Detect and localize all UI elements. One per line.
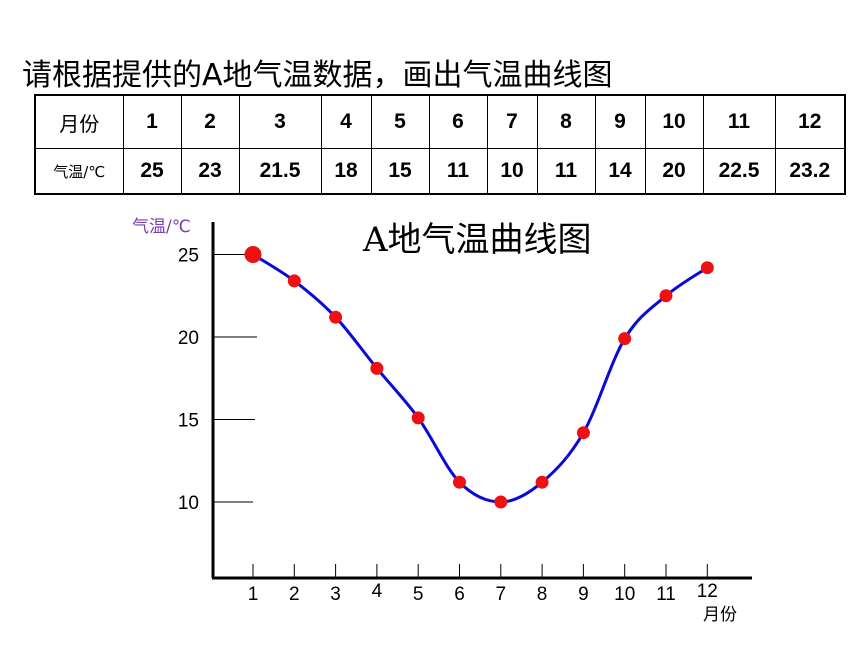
temperature-cell: 21.5 bbox=[238, 148, 322, 195]
temperature-cell: 15 bbox=[370, 148, 430, 195]
data-point bbox=[329, 310, 343, 324]
x-tick-label: 12 bbox=[697, 581, 718, 602]
temperature-cell: 20 bbox=[644, 148, 704, 195]
x-tick-label: 7 bbox=[496, 584, 507, 605]
data-point bbox=[370, 361, 384, 375]
x-axis-label: 月份 bbox=[703, 605, 737, 625]
temperature-curve bbox=[252, 253, 709, 504]
y-tick-label: 15 bbox=[178, 411, 199, 432]
month-cell: 10 bbox=[644, 94, 704, 150]
data-point bbox=[618, 332, 632, 346]
table-row-temperatures: 气温/℃ 25 23 21.5 18 15 11 10 11 14 20 22.… bbox=[34, 148, 846, 195]
data-point bbox=[535, 475, 549, 489]
x-tick-label: 6 bbox=[454, 584, 465, 605]
table-row-label: 气温/℃ bbox=[34, 148, 124, 195]
x-tick-label: 8 bbox=[537, 584, 548, 605]
x-tick-label: 2 bbox=[289, 584, 300, 605]
x-tick-label: 11 bbox=[656, 584, 676, 605]
data-point bbox=[244, 246, 262, 263]
page-heading: 请根据提供的A地气温数据，画出气温曲线图 bbox=[22, 58, 613, 93]
y-tick-label: 10 bbox=[178, 493, 199, 514]
data-point bbox=[700, 261, 714, 275]
temperature-cell: 25 bbox=[122, 148, 182, 195]
y-axis-label: 气温/℃ bbox=[132, 217, 191, 237]
month-cell: 12 bbox=[774, 94, 846, 150]
temperature-cell: 18 bbox=[320, 148, 372, 195]
x-tick-label: 1 bbox=[248, 584, 259, 605]
x-tick-label: 10 bbox=[614, 584, 635, 605]
y-tick-label: 25 bbox=[178, 246, 199, 267]
temperature-cell: 14 bbox=[594, 148, 646, 195]
x-tick-label: 9 bbox=[578, 584, 589, 605]
chart-title: A地气温曲线图 bbox=[362, 220, 592, 260]
y-tick-label: 20 bbox=[178, 328, 199, 349]
data-point bbox=[453, 475, 466, 489]
x-tick-label: 4 bbox=[372, 581, 383, 602]
temperature-data-table: 月份 1 2 3 4 5 6 7 8 9 10 11 12 气温/℃ 25 23… bbox=[34, 94, 846, 195]
data-point bbox=[576, 426, 590, 440]
temperature-cell: 10 bbox=[486, 148, 538, 195]
temperature-cell: 23.2 bbox=[774, 148, 846, 195]
month-cell: 6 bbox=[428, 94, 488, 150]
data-point bbox=[494, 495, 508, 509]
temperature-cell: 11 bbox=[536, 148, 596, 195]
x-tick-label: 3 bbox=[330, 584, 341, 605]
temperature-cell: 11 bbox=[428, 148, 488, 195]
month-cell: 2 bbox=[180, 94, 240, 150]
data-point bbox=[287, 274, 301, 288]
data-point bbox=[659, 289, 673, 303]
month-cell: 5 bbox=[370, 94, 430, 150]
x-tick-label: 5 bbox=[413, 584, 424, 605]
data-point bbox=[411, 411, 425, 425]
temperature-cell: 22.5 bbox=[702, 148, 776, 195]
